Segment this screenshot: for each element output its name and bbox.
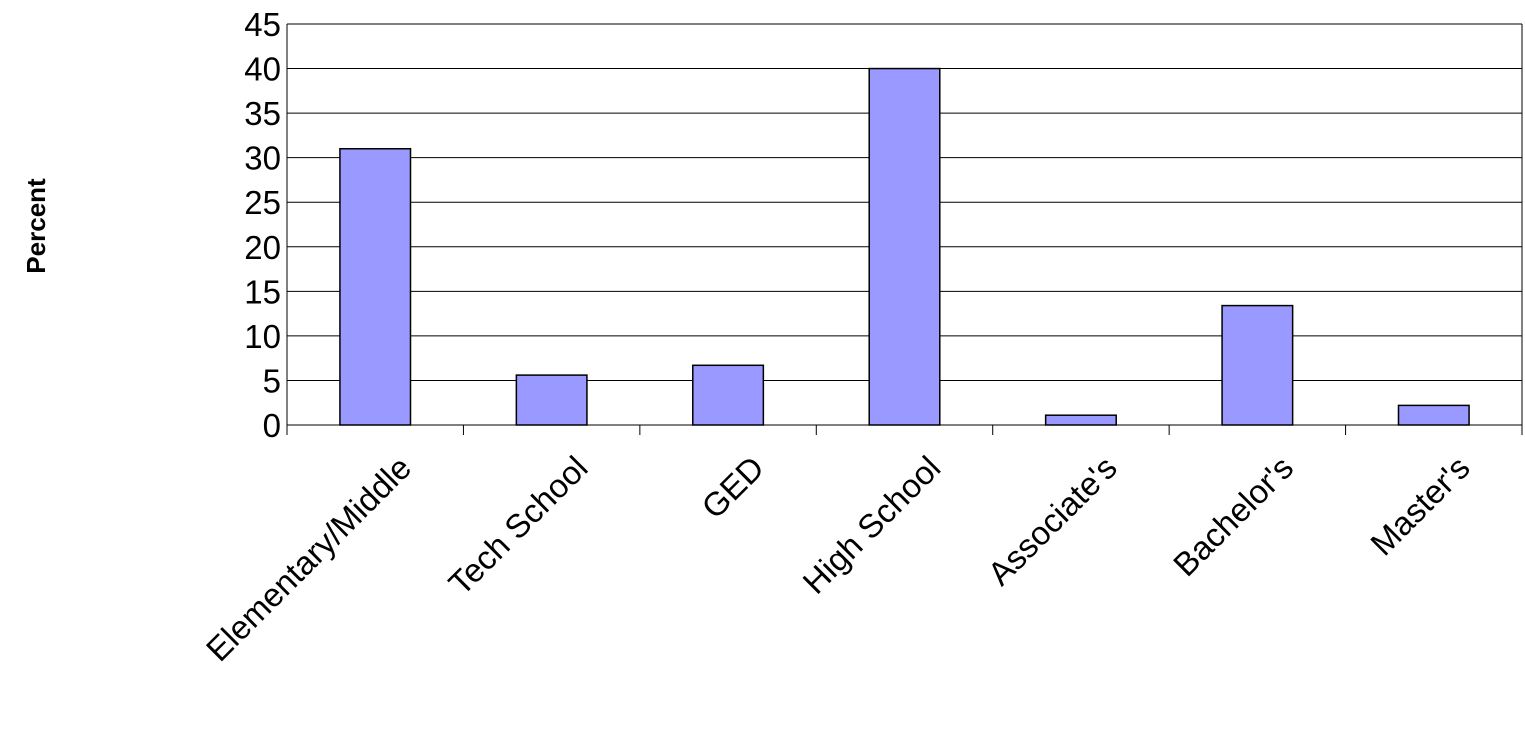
x-category-label: Associate's: [980, 449, 1123, 592]
bar: [339, 148, 412, 426]
y-tick-label: 25: [244, 184, 281, 221]
y-tick-label: 35: [244, 95, 281, 132]
y-tick-label: 0: [263, 407, 281, 444]
x-category-label: Elementary/Middle: [199, 449, 418, 668]
x-category-label: High School: [795, 449, 947, 601]
y-tick-label: 30: [244, 140, 281, 177]
bar: [1397, 404, 1470, 426]
x-category-label: Bachelor's: [1166, 449, 1300, 583]
y-tick-label: 40: [244, 51, 281, 88]
y-tick-label: 5: [263, 362, 281, 399]
y-tick-label: 15: [244, 273, 281, 310]
bar: [1221, 304, 1294, 426]
bar: [692, 364, 765, 426]
y-tick-label: 20: [244, 229, 281, 266]
y-tick-label: 45: [244, 6, 281, 43]
x-category-label: Master's: [1363, 449, 1477, 563]
bar: [515, 374, 588, 426]
x-category-label: Tech School: [441, 449, 594, 602]
bar-layer: [339, 67, 1470, 426]
y-tick-label: 10: [244, 318, 281, 355]
bar: [1044, 414, 1117, 426]
bar: [868, 67, 941, 426]
y-axis-title: Percent: [21, 178, 51, 274]
x-category-label: GED: [694, 449, 771, 526]
axis-layer: [286, 23, 1523, 435]
